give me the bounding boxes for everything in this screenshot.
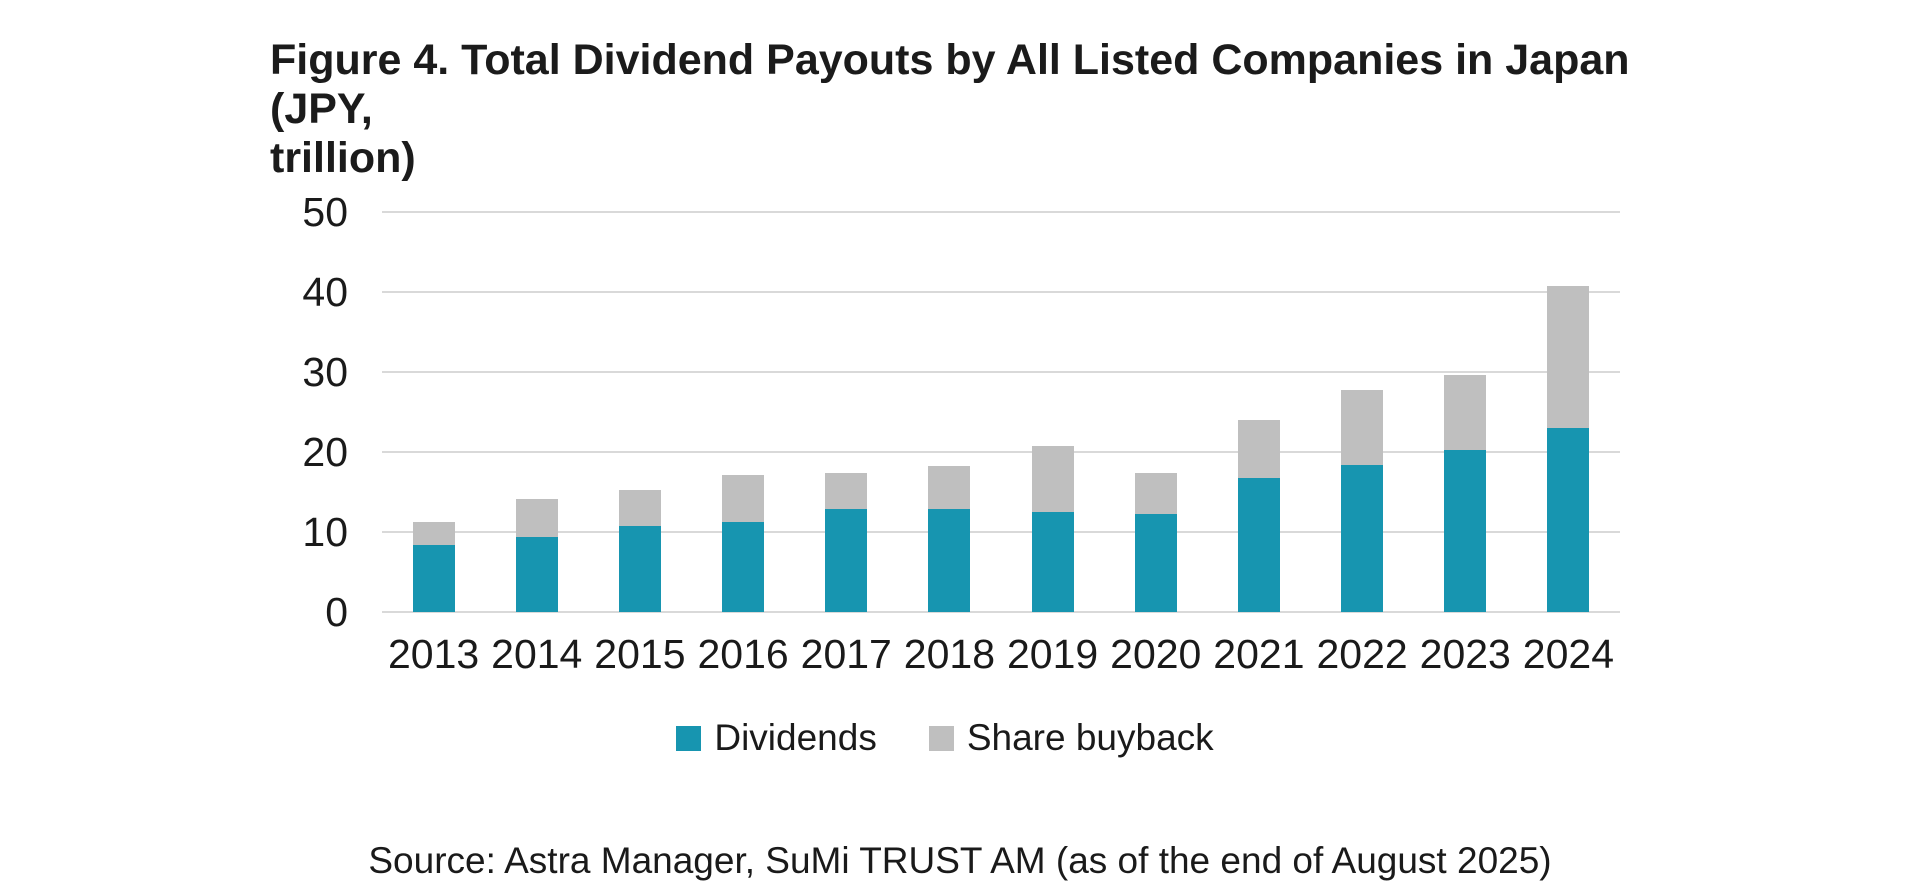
bar-2021-share-buyback xyxy=(1237,420,1280,479)
bar-2013-dividends xyxy=(412,544,455,612)
y-tick-label-10: 10 xyxy=(302,509,348,555)
bar-2017-dividends xyxy=(825,508,868,612)
figure-title: Figure 4. Total Dividend Payouts by All … xyxy=(270,36,1670,183)
gridline-0 xyxy=(382,611,1620,613)
x-tick-label-2018: 2018 xyxy=(903,631,996,677)
legend-label: Share buyback xyxy=(966,717,1214,758)
bar-2022-dividends xyxy=(1341,464,1384,612)
x-tick-label-2020: 2020 xyxy=(1110,631,1202,677)
gridline-20 xyxy=(382,451,1620,453)
bar-2016-share-buyback xyxy=(722,475,765,522)
bar-2024-share-buyback xyxy=(1547,285,1590,428)
legend-item-share-buyback: Share buyback xyxy=(928,717,1214,758)
figure-title-line1: Figure 4. Total Dividend Payouts by All … xyxy=(270,36,1630,133)
bar-2016-dividends xyxy=(722,521,765,612)
bar-2014-share-buyback xyxy=(515,499,558,537)
gridline-40 xyxy=(382,291,1620,293)
legend-swatch-icon xyxy=(676,725,702,751)
legend-item-dividends: Dividends xyxy=(676,717,877,758)
bar-2013-share-buyback xyxy=(412,522,455,545)
bar-2022-share-buyback xyxy=(1341,390,1384,465)
x-tick-label-2013: 2013 xyxy=(387,631,480,677)
figure-title-line2: trillion) xyxy=(270,134,416,182)
y-tick-label-0: 0 xyxy=(325,589,348,635)
bar-2023-dividends xyxy=(1444,450,1487,612)
bar-2015-share-buyback xyxy=(618,490,661,526)
legend-label: Dividends xyxy=(714,717,877,758)
gridline-50 xyxy=(382,211,1620,213)
y-tick-label-40: 40 xyxy=(302,269,348,315)
x-tick-label-2023: 2023 xyxy=(1419,631,1511,677)
bar-2014-dividends xyxy=(515,536,558,612)
bar-2023-share-buyback xyxy=(1444,375,1487,451)
gridline-30 xyxy=(382,371,1620,373)
x-tick-label-2019: 2019 xyxy=(1006,631,1099,677)
x-tick-label-2022: 2022 xyxy=(1316,631,1408,677)
bar-2020-share-buyback xyxy=(1134,472,1177,514)
bar-2019-dividends xyxy=(1031,512,1074,612)
y-tick-label-30: 30 xyxy=(302,349,348,395)
x-tick-label-2024: 2024 xyxy=(1522,631,1615,677)
bar-2018-share-buyback xyxy=(928,466,971,509)
x-tick-label-2016: 2016 xyxy=(697,631,789,677)
x-tick-label-2021: 2021 xyxy=(1213,631,1305,677)
bar-2017-share-buyback xyxy=(825,472,868,509)
bar-2021-dividends xyxy=(1237,478,1280,612)
gridline-10 xyxy=(382,531,1620,533)
legend-swatch-icon xyxy=(928,725,954,751)
source-note: Source: Astra Manager, SuMi TRUST AM (as… xyxy=(368,840,1552,881)
bar-2019-share-buyback xyxy=(1031,446,1074,512)
bar-2024-dividends xyxy=(1547,428,1590,612)
bar-2018-dividends xyxy=(928,508,971,612)
y-tick-label-50: 50 xyxy=(302,189,348,235)
x-tick-label-2014: 2014 xyxy=(491,631,583,677)
bar-2015-dividends xyxy=(618,525,661,612)
x-tick-label-2017: 2017 xyxy=(800,631,892,677)
y-tick-label-20: 20 xyxy=(302,429,348,475)
x-tick-label-2015: 2015 xyxy=(594,631,686,677)
chart-legend: Dividends Share buyback xyxy=(270,716,1620,760)
bar-2020-dividends xyxy=(1134,513,1177,612)
